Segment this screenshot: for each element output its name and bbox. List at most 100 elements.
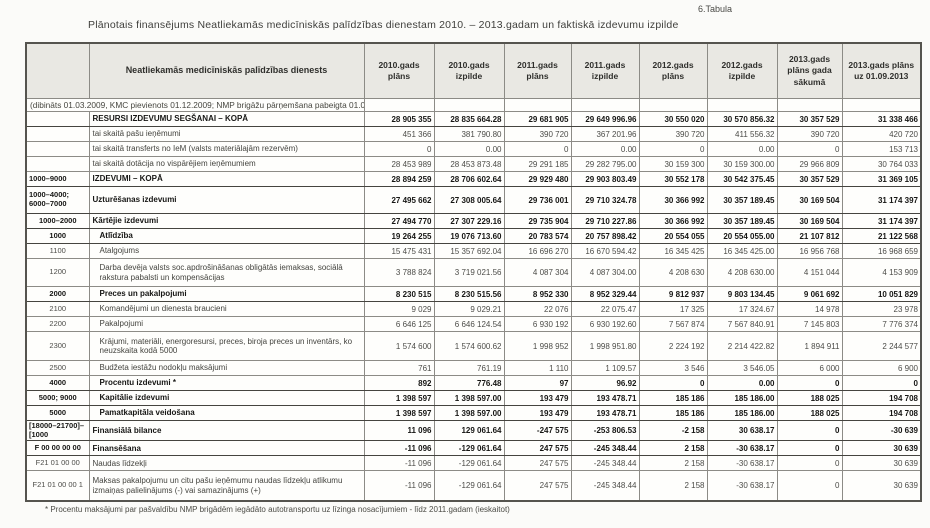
row-code: 1000 [25, 228, 90, 244]
row-name: Naudas līdzekļi [88, 455, 365, 472]
row-value: 194 708 [841, 390, 922, 406]
row-value: 1 109.57 [570, 360, 640, 376]
row-value: 30 638.17 [706, 419, 778, 442]
row-value: 29 736 001 [503, 186, 572, 214]
row-value: 6 930 192 [503, 316, 572, 332]
row-value: -129 061.64 [433, 470, 505, 502]
table-row: 1000–2000 Kārtējie izdevumi 27 494 770 27 3… [25, 213, 922, 229]
row-value: 0 [776, 419, 843, 442]
table-row: tai skaitā dotācija no vispārējiem ieņēm… [25, 156, 922, 172]
row-code [25, 156, 90, 172]
row-value: 28 453 873.48 [433, 156, 505, 172]
row-value: 9 029.21 [433, 301, 505, 317]
row-code: 5000; 9000 [25, 390, 90, 406]
row-value: 1 998 951.80 [570, 331, 640, 361]
row-value: -247 575 [503, 419, 572, 442]
row-value: 22 076 [503, 301, 572, 317]
row-name: Krājumi, materiāli, energoresursi, prece… [88, 331, 365, 361]
row-code: 1000–4000; 6000–7000 [25, 186, 90, 214]
year-column-header: 2012.gads izpilde [706, 42, 778, 99]
row-value: 27 307 229.16 [433, 213, 505, 229]
row-value: 97 [503, 375, 572, 391]
row-value: 29 966 809 [776, 156, 843, 172]
row-value: 17 325 [638, 301, 708, 317]
row-value: 390 720 [638, 126, 708, 142]
empty-cell [776, 98, 843, 112]
row-value: 247 575 [503, 440, 572, 457]
table-row: 2200 Pakalpojumi 6 646 125 6 646 124.54 6 93… [25, 316, 922, 332]
row-value: -2 158 [638, 419, 708, 442]
row-code: [18000–21700]–[1000 [25, 419, 90, 442]
row-value: 30 357 189.45 [706, 186, 778, 214]
row-value: 367 201.96 [570, 126, 640, 142]
row-value: 16 345 425 [638, 243, 708, 259]
row-name: Finansiālā bilance [88, 419, 365, 442]
row-value: 19 076 713.60 [433, 228, 505, 244]
row-value: 1 574 600 [363, 331, 435, 361]
row-value: 194 708 [841, 405, 922, 421]
finance-table: Neatliekamās medicīniskās palīdzības die… [25, 42, 922, 502]
row-value: 29 649 996.96 [570, 111, 640, 127]
row-value: 29 903 803.49 [570, 171, 640, 187]
row-value: 193 478.71 [570, 390, 640, 406]
empty-cell [570, 98, 640, 112]
row-value: 0 [776, 375, 843, 391]
row-value: 381 790.80 [433, 126, 505, 142]
row-value: 30 639 [841, 440, 922, 457]
row-value: 0 [638, 141, 708, 157]
row-name: Finansēšana [88, 440, 365, 457]
row-value: 892 [363, 375, 435, 391]
row-value: 20 554 055 [638, 228, 708, 244]
row-value: 30 159 300 [638, 156, 708, 172]
row-value: 2 158 [638, 455, 708, 472]
row-value: 1 110 [503, 360, 572, 376]
row-value: 11 096 [363, 419, 435, 442]
row-name: Uzturēšanas izdevumi [88, 186, 365, 214]
table-number-label: 6.Tabula [698, 4, 733, 14]
empty-cell [363, 98, 435, 112]
row-value: 4 208 630 [638, 258, 708, 287]
row-value: 3 719 021.56 [433, 258, 505, 287]
row-value: 0 [841, 375, 922, 391]
row-value: 28 706 602.64 [433, 171, 505, 187]
row-value: 776.48 [433, 375, 505, 391]
row-value: 16 956 768 [776, 243, 843, 259]
row-value: -11 096 [363, 440, 435, 457]
row-value: 188 025 [776, 405, 843, 421]
row-value: 30 764 033 [841, 156, 922, 172]
row-value: 0 [776, 455, 843, 472]
row-value: 6 930 192.60 [570, 316, 640, 332]
row-value: 153 713 [841, 141, 922, 157]
row-value: 30 169 504 [776, 213, 843, 229]
row-value: 185 186.00 [706, 390, 778, 406]
row-value: 1 894 911 [776, 331, 843, 361]
row-value: -30 639 [841, 419, 922, 442]
row-value: 6 646 124.54 [433, 316, 505, 332]
row-code: F21 01 00 00 1 [25, 470, 90, 502]
row-value: -245 348.44 [570, 455, 640, 472]
row-code: 2100 [25, 301, 90, 317]
row-value: 21 122 568 [841, 228, 922, 244]
row-value: 3 788 824 [363, 258, 435, 287]
row-value: 390 720 [503, 126, 572, 142]
name-column-header: Neatliekamās medicīniskās palīdzības die… [88, 42, 365, 99]
year-column-header: 2010.gads plāns [363, 42, 435, 99]
row-value: 9 029 [363, 301, 435, 317]
row-value: 247 575 [503, 455, 572, 472]
year-column-header: 2010.gads izpilde [433, 42, 505, 99]
row-value: 20 757 898.42 [570, 228, 640, 244]
row-name: Preces un pakalpojumi [88, 286, 365, 302]
empty-cell [503, 98, 572, 112]
row-code: 1000–2000 [25, 213, 90, 229]
founding-note: (dibināts 01.03.2009, KMC pievienots 01.… [25, 98, 365, 112]
row-code: F21 01 00 00 [25, 455, 90, 472]
row-name: tai skaitā dotācija no vispārējiem ieņēm… [88, 156, 365, 172]
row-value: -30 638.17 [706, 470, 778, 502]
row-value: 3 546 [638, 360, 708, 376]
row-value: 29 282 795.00 [570, 156, 640, 172]
row-code: 2300 [25, 331, 90, 361]
row-name: Darba devēja valsts soc.apdrošināšanas o… [88, 258, 365, 287]
row-value: 451 366 [363, 126, 435, 142]
row-value: 10 051 829 [841, 286, 922, 302]
table-row: tai skaitā pašu ieņēmumi 451 366 381 790.8… [25, 126, 922, 142]
